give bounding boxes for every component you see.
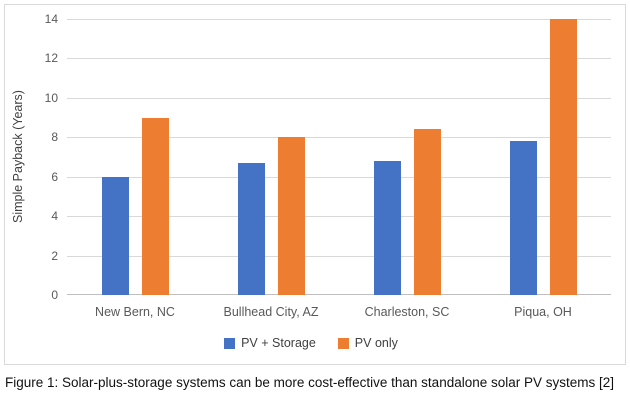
bar-pv-storage xyxy=(373,160,401,295)
bar-group xyxy=(67,19,203,295)
bar-pv-storage xyxy=(101,176,129,295)
gridline xyxy=(67,58,611,60)
y-axis-ticks: 0 2 4 6 8 10 12 14 xyxy=(33,12,67,302)
plot-area xyxy=(67,19,611,295)
x-category-label: Bullhead City, AZ xyxy=(223,305,319,319)
y-axis-title: Simple Payback (Years) xyxy=(11,90,25,224)
x-category-label: Charleston, SC xyxy=(364,305,450,319)
chart: Simple Payback (Years) 0 2 4 6 8 10 12 14 New B… xyxy=(4,4,626,365)
y-tick-label: 4 xyxy=(51,209,58,224)
legend-swatch xyxy=(337,337,349,349)
bar-group xyxy=(339,19,475,295)
y-tick-label: 12 xyxy=(44,51,58,66)
x-axis-labels: New Bern, NC Bullhead City, AZ Charleston,… xyxy=(67,295,611,319)
y-tick-label: 10 xyxy=(44,90,58,105)
x-axis-line xyxy=(67,294,611,295)
y-tick-label: 14 xyxy=(44,12,58,26)
bar-pv-storage xyxy=(237,162,265,295)
y-tick-label: 6 xyxy=(51,169,58,184)
legend-swatch xyxy=(224,337,236,349)
gridline xyxy=(67,19,611,20)
bar-group xyxy=(475,19,611,295)
gridline xyxy=(67,176,611,178)
x-category-label: Piqua, OH xyxy=(514,305,572,319)
legend-label: PV + Storage xyxy=(241,336,316,350)
y-tick-label: 0 xyxy=(51,288,58,302)
gridline xyxy=(67,137,611,139)
legend-item: PV only xyxy=(337,336,398,350)
gridline xyxy=(67,97,611,99)
legend-label: PV only xyxy=(354,336,398,350)
legend-item: PV + Storage xyxy=(224,336,316,350)
gridline xyxy=(67,255,611,257)
y-tick-label: 8 xyxy=(51,130,58,145)
bar-pv-only xyxy=(549,19,577,295)
figure-caption: Figure 1: Solar-plus-storage systems can… xyxy=(5,375,615,390)
bar-group xyxy=(203,19,339,295)
bars xyxy=(67,19,611,295)
bar-pv-only xyxy=(413,129,441,295)
legend: PV + Storage PV only xyxy=(11,319,611,360)
gridline xyxy=(67,216,611,218)
chart-inner: Simple Payback (Years) 0 2 4 6 8 10 12 14 New B… xyxy=(11,12,611,360)
bar-pv-storage xyxy=(509,141,537,295)
y-tick-label: 2 xyxy=(51,248,58,263)
bar-pv-only xyxy=(277,137,305,295)
x-category-label: New Bern, NC xyxy=(95,305,175,319)
bar-pv-only xyxy=(141,117,169,295)
